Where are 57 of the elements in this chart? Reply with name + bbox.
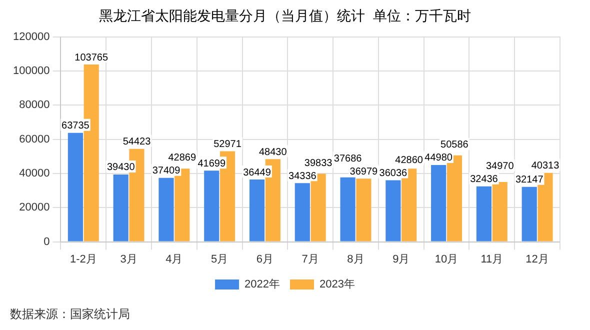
x-tick-label: 8月 bbox=[347, 253, 364, 266]
data-label: 34336 bbox=[288, 170, 317, 182]
bar bbox=[431, 164, 446, 242]
bar bbox=[158, 178, 174, 242]
data-label: 48430 bbox=[259, 146, 288, 158]
data-label: 63735 bbox=[62, 120, 90, 132]
data-label: 44980 bbox=[424, 152, 453, 164]
data-label: 41699 bbox=[198, 158, 226, 170]
bar bbox=[294, 183, 310, 242]
data-label: 37686 bbox=[334, 153, 362, 164]
data-label: 34970 bbox=[486, 161, 514, 172]
data-label: 52971 bbox=[214, 139, 242, 150]
x-tick-label: 4月 bbox=[166, 253, 183, 266]
data-label: 39430 bbox=[106, 162, 136, 174]
data-label: 36036 bbox=[379, 168, 408, 179]
data-label: 36449 bbox=[243, 167, 272, 178]
legend-label: 2022年 bbox=[244, 278, 280, 291]
data-label: 32147 bbox=[515, 174, 544, 186]
data-label: 37409 bbox=[152, 166, 181, 177]
x-tick-label: 10月 bbox=[434, 253, 458, 266]
data-label: 36979 bbox=[350, 166, 378, 178]
y-tick-label: 60000 bbox=[19, 133, 50, 146]
x-tick-label: 5月 bbox=[211, 253, 228, 266]
y-tick-label: 20000 bbox=[19, 202, 50, 214]
data-label: 103765 bbox=[74, 52, 108, 64]
x-tick-label: 7月 bbox=[302, 253, 319, 266]
bar bbox=[249, 180, 265, 242]
data-label: 39833 bbox=[304, 158, 333, 169]
y-tick-label: 40000 bbox=[19, 168, 50, 180]
bar bbox=[113, 174, 128, 242]
data-label: 42860 bbox=[395, 154, 424, 166]
bar bbox=[356, 178, 372, 242]
data-label: 32436 bbox=[470, 174, 498, 186]
bar bbox=[492, 182, 508, 242]
y-tick-label: 100000 bbox=[12, 65, 50, 77]
x-tick-label: 9月 bbox=[392, 253, 410, 266]
bar bbox=[204, 170, 220, 242]
x-tick-label: 3月 bbox=[120, 253, 138, 266]
bar bbox=[340, 177, 356, 242]
bar bbox=[522, 186, 537, 242]
bar bbox=[386, 180, 401, 242]
data-label: 42869 bbox=[168, 152, 196, 164]
y-tick-label: 120000 bbox=[12, 30, 50, 43]
data-label: 50586 bbox=[440, 140, 469, 151]
y-tick-label: 0 bbox=[44, 236, 50, 248]
x-tick-label: 1-2月 bbox=[70, 253, 97, 266]
y-tick-label: 80000 bbox=[19, 99, 50, 112]
legend-label: 2023年 bbox=[320, 278, 355, 291]
bar bbox=[476, 186, 492, 242]
x-tick-label: 12月 bbox=[526, 253, 549, 266]
x-tick-label: 6月 bbox=[256, 253, 274, 266]
x-tick-label: 11月 bbox=[480, 253, 504, 266]
source-note: 数据来源：国家统计局 bbox=[10, 306, 130, 323]
data-label: 40313 bbox=[531, 160, 560, 172]
bar bbox=[68, 132, 84, 242]
chart-title: 黑龙江省太阳能发电量分月（当月值）统计 单位：万千瓦时 bbox=[99, 7, 471, 24]
data-label: 54423 bbox=[122, 136, 152, 148]
